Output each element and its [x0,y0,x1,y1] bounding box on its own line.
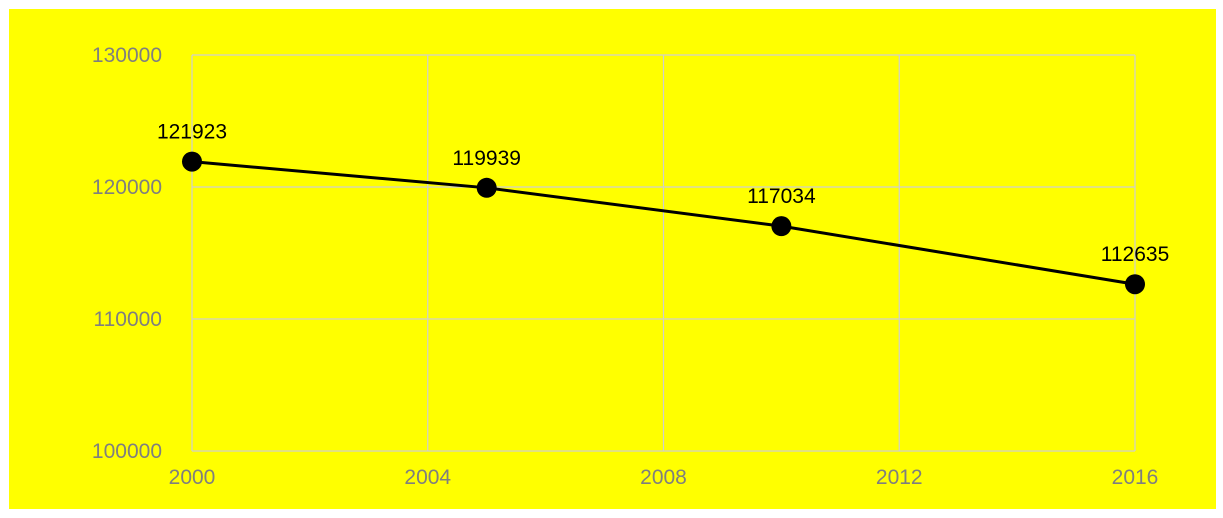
chart-panel: 2000 2004 2008 2012 2016 100000 110000 120000 1… [9,9,1216,509]
y-tick-label-120000: 120000 [92,176,162,199]
y-tick-label-100000: 100000 [92,440,162,463]
line-chart: 2000 2004 2008 2012 2016 100000 110000 120000 1… [9,9,1216,509]
data-point-2000 [182,152,202,172]
y-tick-label-130000: 130000 [92,44,162,67]
data-label-2000: 121923 [157,121,227,144]
x-tick-label-2012: 2012 [876,466,923,489]
x-tick-label-2000: 2000 [169,466,216,489]
data-label-2010: 117034 [747,185,816,208]
x-tick-label-2004: 2004 [404,466,451,489]
data-label-2016: 112635 [1101,243,1170,266]
data-point-2005 [477,178,497,198]
data-point-2016 [1125,274,1145,294]
x-tick-label-2016: 2016 [1112,466,1159,489]
y-tick-label-110000: 110000 [93,308,162,331]
x-tick-label-2008: 2008 [640,466,687,489]
chart-background [9,9,1216,509]
data-point-2010 [771,216,791,236]
data-label-2005: 119939 [452,147,521,170]
